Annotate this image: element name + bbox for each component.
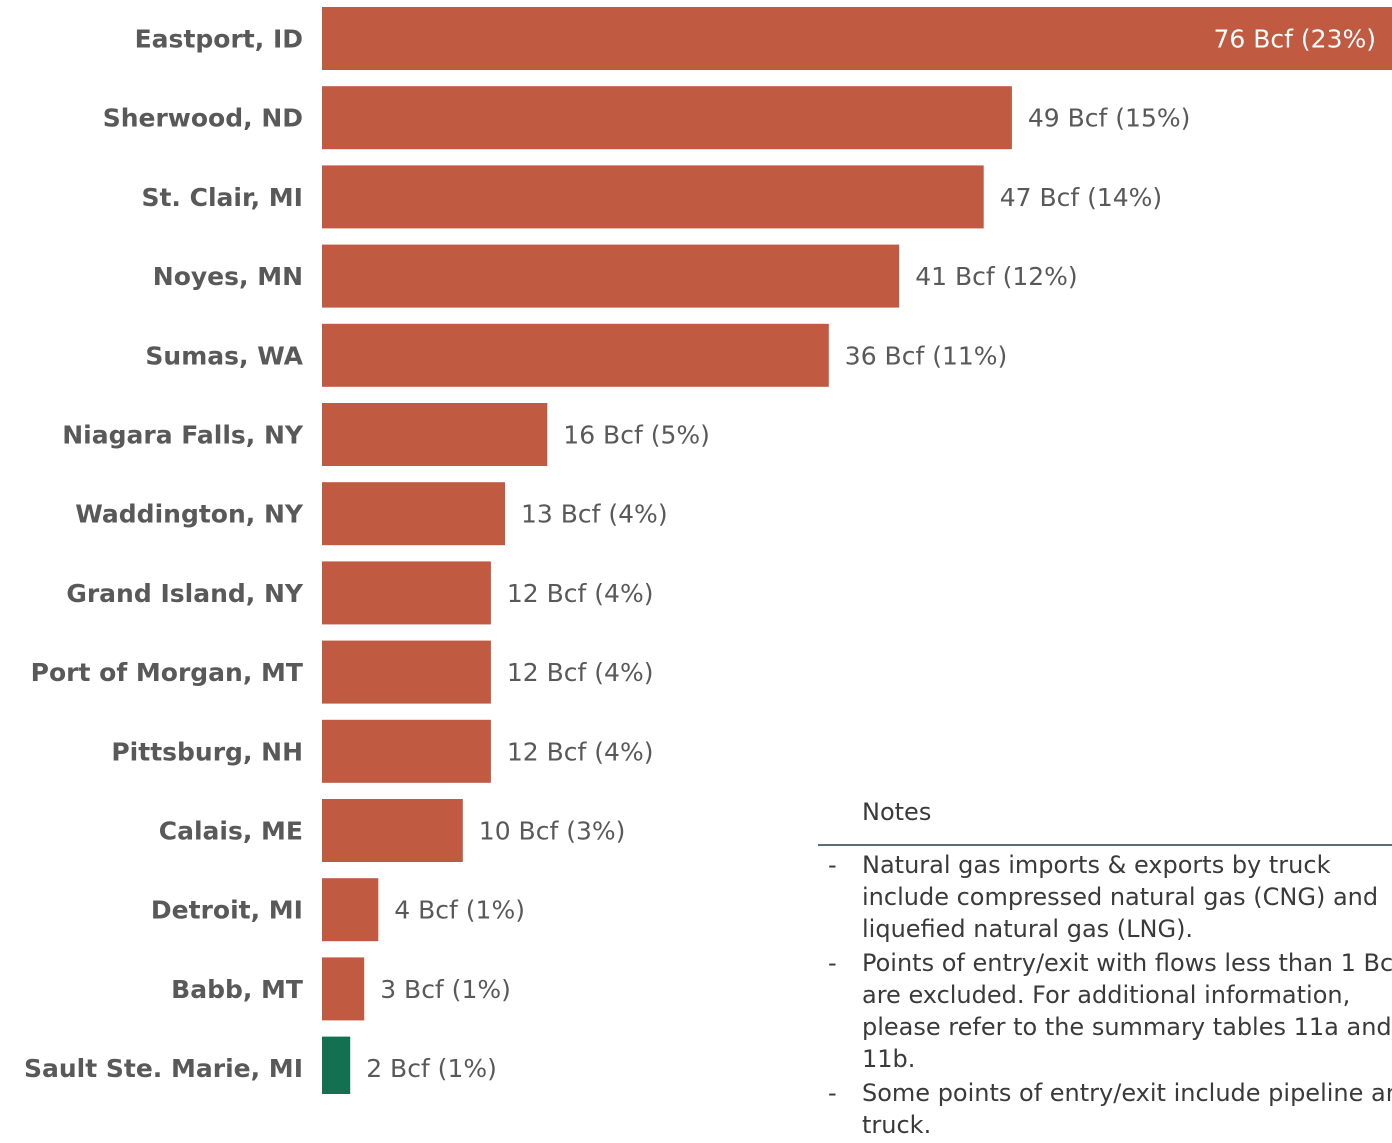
data-label: 47 Bcf (14%)	[1000, 183, 1162, 212]
bar	[322, 165, 984, 229]
bar	[322, 878, 379, 942]
data-label: 16 Bcf (5%)	[563, 421, 710, 450]
data-label: 13 Bcf (4%)	[521, 500, 668, 529]
category-label: St. Clair, MI	[141, 183, 303, 212]
bar	[322, 323, 829, 387]
category-label: Grand Island, NY	[66, 579, 304, 608]
category-label: Calais, ME	[159, 817, 303, 846]
category-label: Sault Ste. Marie, MI	[24, 1054, 303, 1083]
data-label: 12 Bcf (4%)	[507, 737, 654, 766]
category-label: Babb, MT	[171, 975, 303, 1004]
notes-divider	[818, 844, 1392, 846]
category-label: Sumas, WA	[145, 341, 303, 370]
bar	[322, 7, 1392, 70]
data-label: 49 Bcf (15%)	[1028, 104, 1190, 133]
bar-chart: Eastport, ID 76 Bcf (23%) Sherwood, ND 49 B…	[24, 7, 1392, 1094]
category-label: Noyes, MN	[153, 262, 303, 291]
data-label: 2 Bcf (1%)	[366, 1054, 497, 1083]
data-label: 76 Bcf (23%)	[1214, 25, 1376, 54]
category-label: Port of Morgan, MT	[31, 658, 303, 687]
bar	[322, 403, 548, 466]
notes-panel: Notes Natural gas imports & exports by t…	[818, 796, 1392, 1143]
data-label: 41 Bcf (12%)	[915, 262, 1077, 291]
data-label: 36 Bcf (11%)	[845, 341, 1007, 370]
bar	[322, 719, 491, 783]
category-label: Niagara Falls, NY	[62, 421, 304, 450]
note-item: Points of entry/exit with flows less tha…	[818, 947, 1392, 1075]
bar	[322, 561, 491, 625]
category-label: Detroit, MI	[151, 896, 303, 925]
bar	[322, 799, 463, 862]
data-label: 12 Bcf (4%)	[507, 579, 654, 608]
data-label: 10 Bcf (3%)	[479, 817, 626, 846]
data-label: 4 Bcf (1%)	[394, 896, 525, 925]
bar	[322, 86, 1012, 150]
bar	[322, 640, 491, 704]
notes-title: Notes	[862, 798, 932, 826]
note-item: Natural gas imports & exports by truck i…	[818, 849, 1392, 945]
note-item: Some points of entry/exit include pipeli…	[818, 1077, 1392, 1141]
bar	[322, 957, 365, 1021]
bar	[322, 244, 900, 308]
bar	[322, 482, 505, 546]
data-label: 3 Bcf (1%)	[380, 975, 511, 1004]
category-label: Sherwood, ND	[103, 104, 303, 133]
notes-list: Natural gas imports & exports by truck i…	[818, 849, 1392, 1141]
category-label: Eastport, ID	[135, 25, 303, 54]
category-label: Waddington, NY	[75, 500, 304, 529]
bar	[322, 1036, 351, 1094]
category-label: Pittsburg, NH	[111, 737, 303, 766]
data-label: 12 Bcf (4%)	[507, 658, 654, 687]
